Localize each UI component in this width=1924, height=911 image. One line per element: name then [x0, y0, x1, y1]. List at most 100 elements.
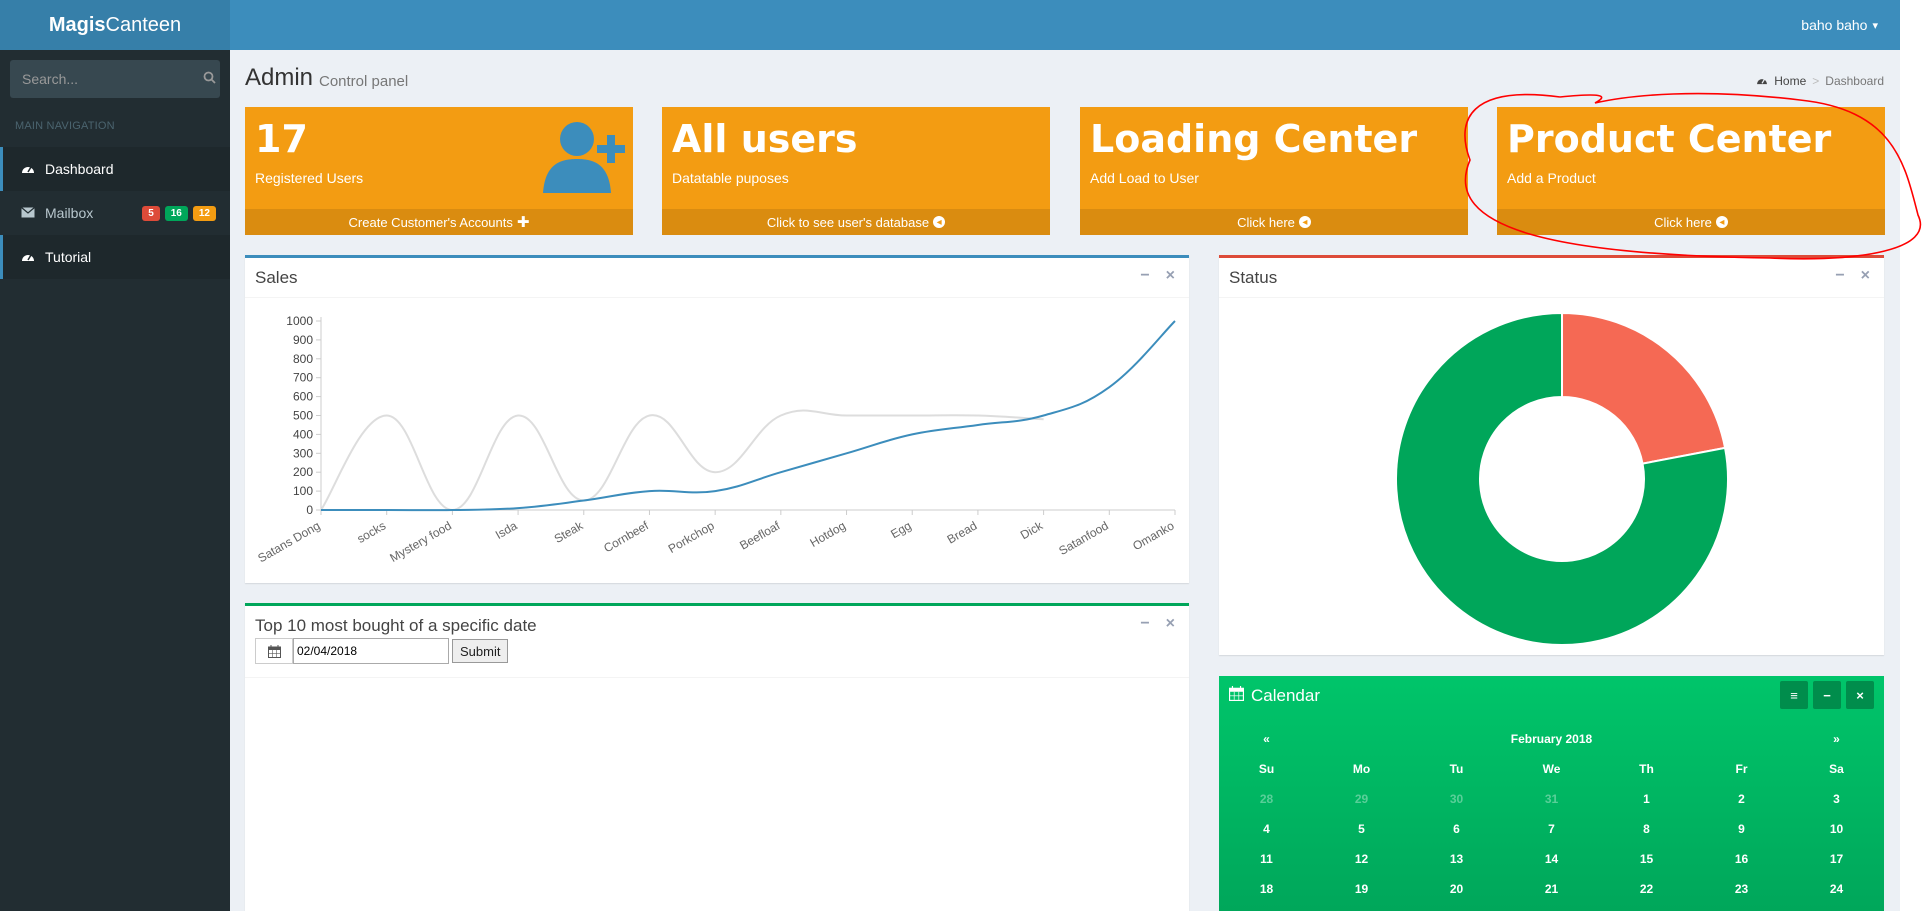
sidebar-item-label: Dashboard	[45, 161, 114, 177]
product-center-box: Product Center Add a Product Click here …	[1497, 107, 1885, 235]
page-title: Admin	[245, 64, 314, 91]
calendar-panel: Calendar ≡ − × « February 2018 » Su Mo Tu W…	[1219, 676, 1884, 911]
calendar-day[interactable]: 16	[1734, 852, 1749, 866]
x-tick-label: Hotdog	[808, 518, 849, 549]
calendar-weekday: We	[1542, 762, 1561, 776]
minimize-icon[interactable]: −	[1835, 267, 1845, 284]
box-footer-label: Click here	[1654, 214, 1712, 230]
breadcrumb-current: Dashboard	[1825, 74, 1884, 88]
arrow-circle-left-icon: ◂	[1298, 216, 1311, 228]
calendar-prev-button[interactable]: «	[1263, 732, 1270, 746]
calendar-day[interactable]: 23	[1734, 882, 1749, 896]
x-tick-label: Dick	[1018, 518, 1046, 542]
calendar-day[interactable]: 21	[1544, 882, 1559, 896]
calendar-day[interactable]: 14	[1544, 852, 1559, 866]
status-donut-chart	[1395, 311, 1729, 646]
calendar-weekday: Mo	[1352, 762, 1371, 776]
calendar-week-row: 28 29 30 31 1 2 3	[1219, 784, 1884, 814]
calendar-day[interactable]: 19	[1354, 882, 1369, 896]
calendar-day[interactable]: 15	[1639, 852, 1654, 866]
y-tick-label: 800	[293, 352, 313, 366]
calendar-day[interactable]: 4	[1263, 822, 1270, 836]
box-subtitle: Add Load to User	[1090, 170, 1199, 186]
app-logo[interactable]: Magis Canteen	[0, 0, 230, 50]
calendar-day[interactable]: 18	[1259, 882, 1274, 896]
calendar-day[interactable]: 22	[1639, 882, 1654, 896]
breadcrumb-home[interactable]: Home	[1774, 74, 1807, 88]
loading-center-link[interactable]: Click here ◂	[1080, 209, 1468, 235]
x-tick-label: Steak	[552, 518, 586, 546]
box-footer-label: Click to see user's database	[766, 214, 930, 230]
sidebar-item-dashboard[interactable]: Dashboard	[0, 147, 230, 191]
mailbox-badges: 5 16 12	[142, 205, 216, 221]
calendar-day[interactable]: 8	[1643, 822, 1650, 836]
sales-series-line-0	[320, 409, 1044, 512]
see-database-link[interactable]: Click to see user's database ◂	[662, 209, 1050, 235]
user-plus-icon	[541, 119, 625, 198]
y-tick-label: 900	[293, 333, 313, 347]
minimize-icon[interactable]: −	[1813, 681, 1841, 709]
user-menu[interactable]: baho baho ▾	[1801, 0, 1878, 50]
calendar-day[interactable]: 1	[1643, 792, 1650, 806]
calendar-title: Calendar	[1251, 686, 1320, 705]
date-form: Submit	[255, 638, 509, 664]
box-footer-label: Click here	[1237, 214, 1295, 230]
arrow-circle-left-icon: ◂	[1715, 216, 1728, 228]
panel-tools: − ×	[1140, 615, 1175, 633]
sidebar-item-mailbox[interactable]: Mailbox 5 16 12	[0, 191, 230, 235]
calendar-day[interactable]: 24	[1829, 882, 1844, 896]
calendar-day[interactable]: 17	[1829, 852, 1844, 866]
search-icon[interactable]	[203, 71, 216, 87]
calendar-day[interactable]: 20	[1449, 882, 1464, 896]
calendar-day[interactable]: 29	[1354, 792, 1369, 806]
calendar-day[interactable]: 31	[1544, 792, 1559, 806]
calendar-week-row: 11 12 13 14 15 16 17	[1219, 844, 1884, 874]
close-icon[interactable]: ×	[1846, 681, 1874, 709]
y-tick-label: 700	[293, 371, 313, 385]
close-icon[interactable]: ×	[1165, 267, 1175, 284]
x-tick-label: Satans Dong	[255, 518, 322, 565]
date-input[interactable]	[293, 638, 449, 664]
loading-center-box: Loading Center Add Load to User Click he…	[1080, 107, 1468, 235]
registered-users-box: 17 Registered Users Create Customer's Ac…	[245, 107, 633, 235]
sidebar-item-tutorial[interactable]: Tutorial	[0, 235, 230, 279]
search-input[interactable]	[22, 71, 203, 87]
calendar-day[interactable]: 10	[1829, 822, 1844, 836]
menu-icon[interactable]: ≡	[1780, 681, 1808, 709]
x-tick-label: socks	[355, 518, 389, 545]
calendar-day[interactable]: 9	[1738, 822, 1745, 836]
sales-series-line-1	[320, 320, 1176, 512]
calendar-day[interactable]: 30	[1449, 792, 1464, 806]
y-tick-label: 0	[306, 503, 313, 517]
calendar-month-label[interactable]: February 2018	[1510, 732, 1593, 746]
x-tick-label: Bread	[945, 518, 980, 546]
create-accounts-link[interactable]: Create Customer's Accounts ✚	[245, 209, 633, 235]
minimize-icon[interactable]: −	[1140, 615, 1150, 632]
minimize-icon[interactable]: −	[1140, 267, 1150, 284]
chevron-down-icon: ▾	[1872, 19, 1878, 32]
calendar-next-button[interactable]: »	[1833, 732, 1840, 746]
calendar-grid: « February 2018 » Su Mo Tu We Th Fr Sa 28 29 30 3…	[1219, 724, 1884, 904]
calendar-day[interactable]: 7	[1548, 822, 1555, 836]
panel-title: Top 10 most bought of a specific date	[255, 616, 537, 635]
calendar-day[interactable]: 13	[1449, 852, 1464, 866]
calendar-day[interactable]: 6	[1453, 822, 1460, 836]
close-icon[interactable]: ×	[1860, 267, 1870, 284]
product-center-link[interactable]: Click here ◂	[1497, 209, 1885, 235]
calendar-day[interactable]: 12	[1354, 852, 1369, 866]
x-tick-label: Isda	[493, 518, 520, 542]
calendar-day[interactable]: 2	[1738, 792, 1745, 806]
x-tick-label: Porkchop	[666, 518, 717, 556]
close-icon[interactable]: ×	[1165, 615, 1175, 632]
calendar-day[interactable]: 5	[1358, 822, 1365, 836]
y-tick-label: 400	[293, 427, 313, 441]
dashboard-icon	[1756, 74, 1768, 88]
calendar-day[interactable]: 3	[1833, 792, 1840, 806]
x-tick-label: Egg	[888, 518, 913, 541]
all-users-box: All users Datatable puposes Click to see…	[662, 107, 1050, 235]
box-title: 17	[255, 117, 308, 161]
box-subtitle: Datatable puposes	[672, 170, 789, 186]
calendar-day[interactable]: 11	[1260, 852, 1273, 866]
calendar-day[interactable]: 28	[1259, 792, 1274, 806]
submit-button[interactable]: Submit	[452, 639, 509, 663]
